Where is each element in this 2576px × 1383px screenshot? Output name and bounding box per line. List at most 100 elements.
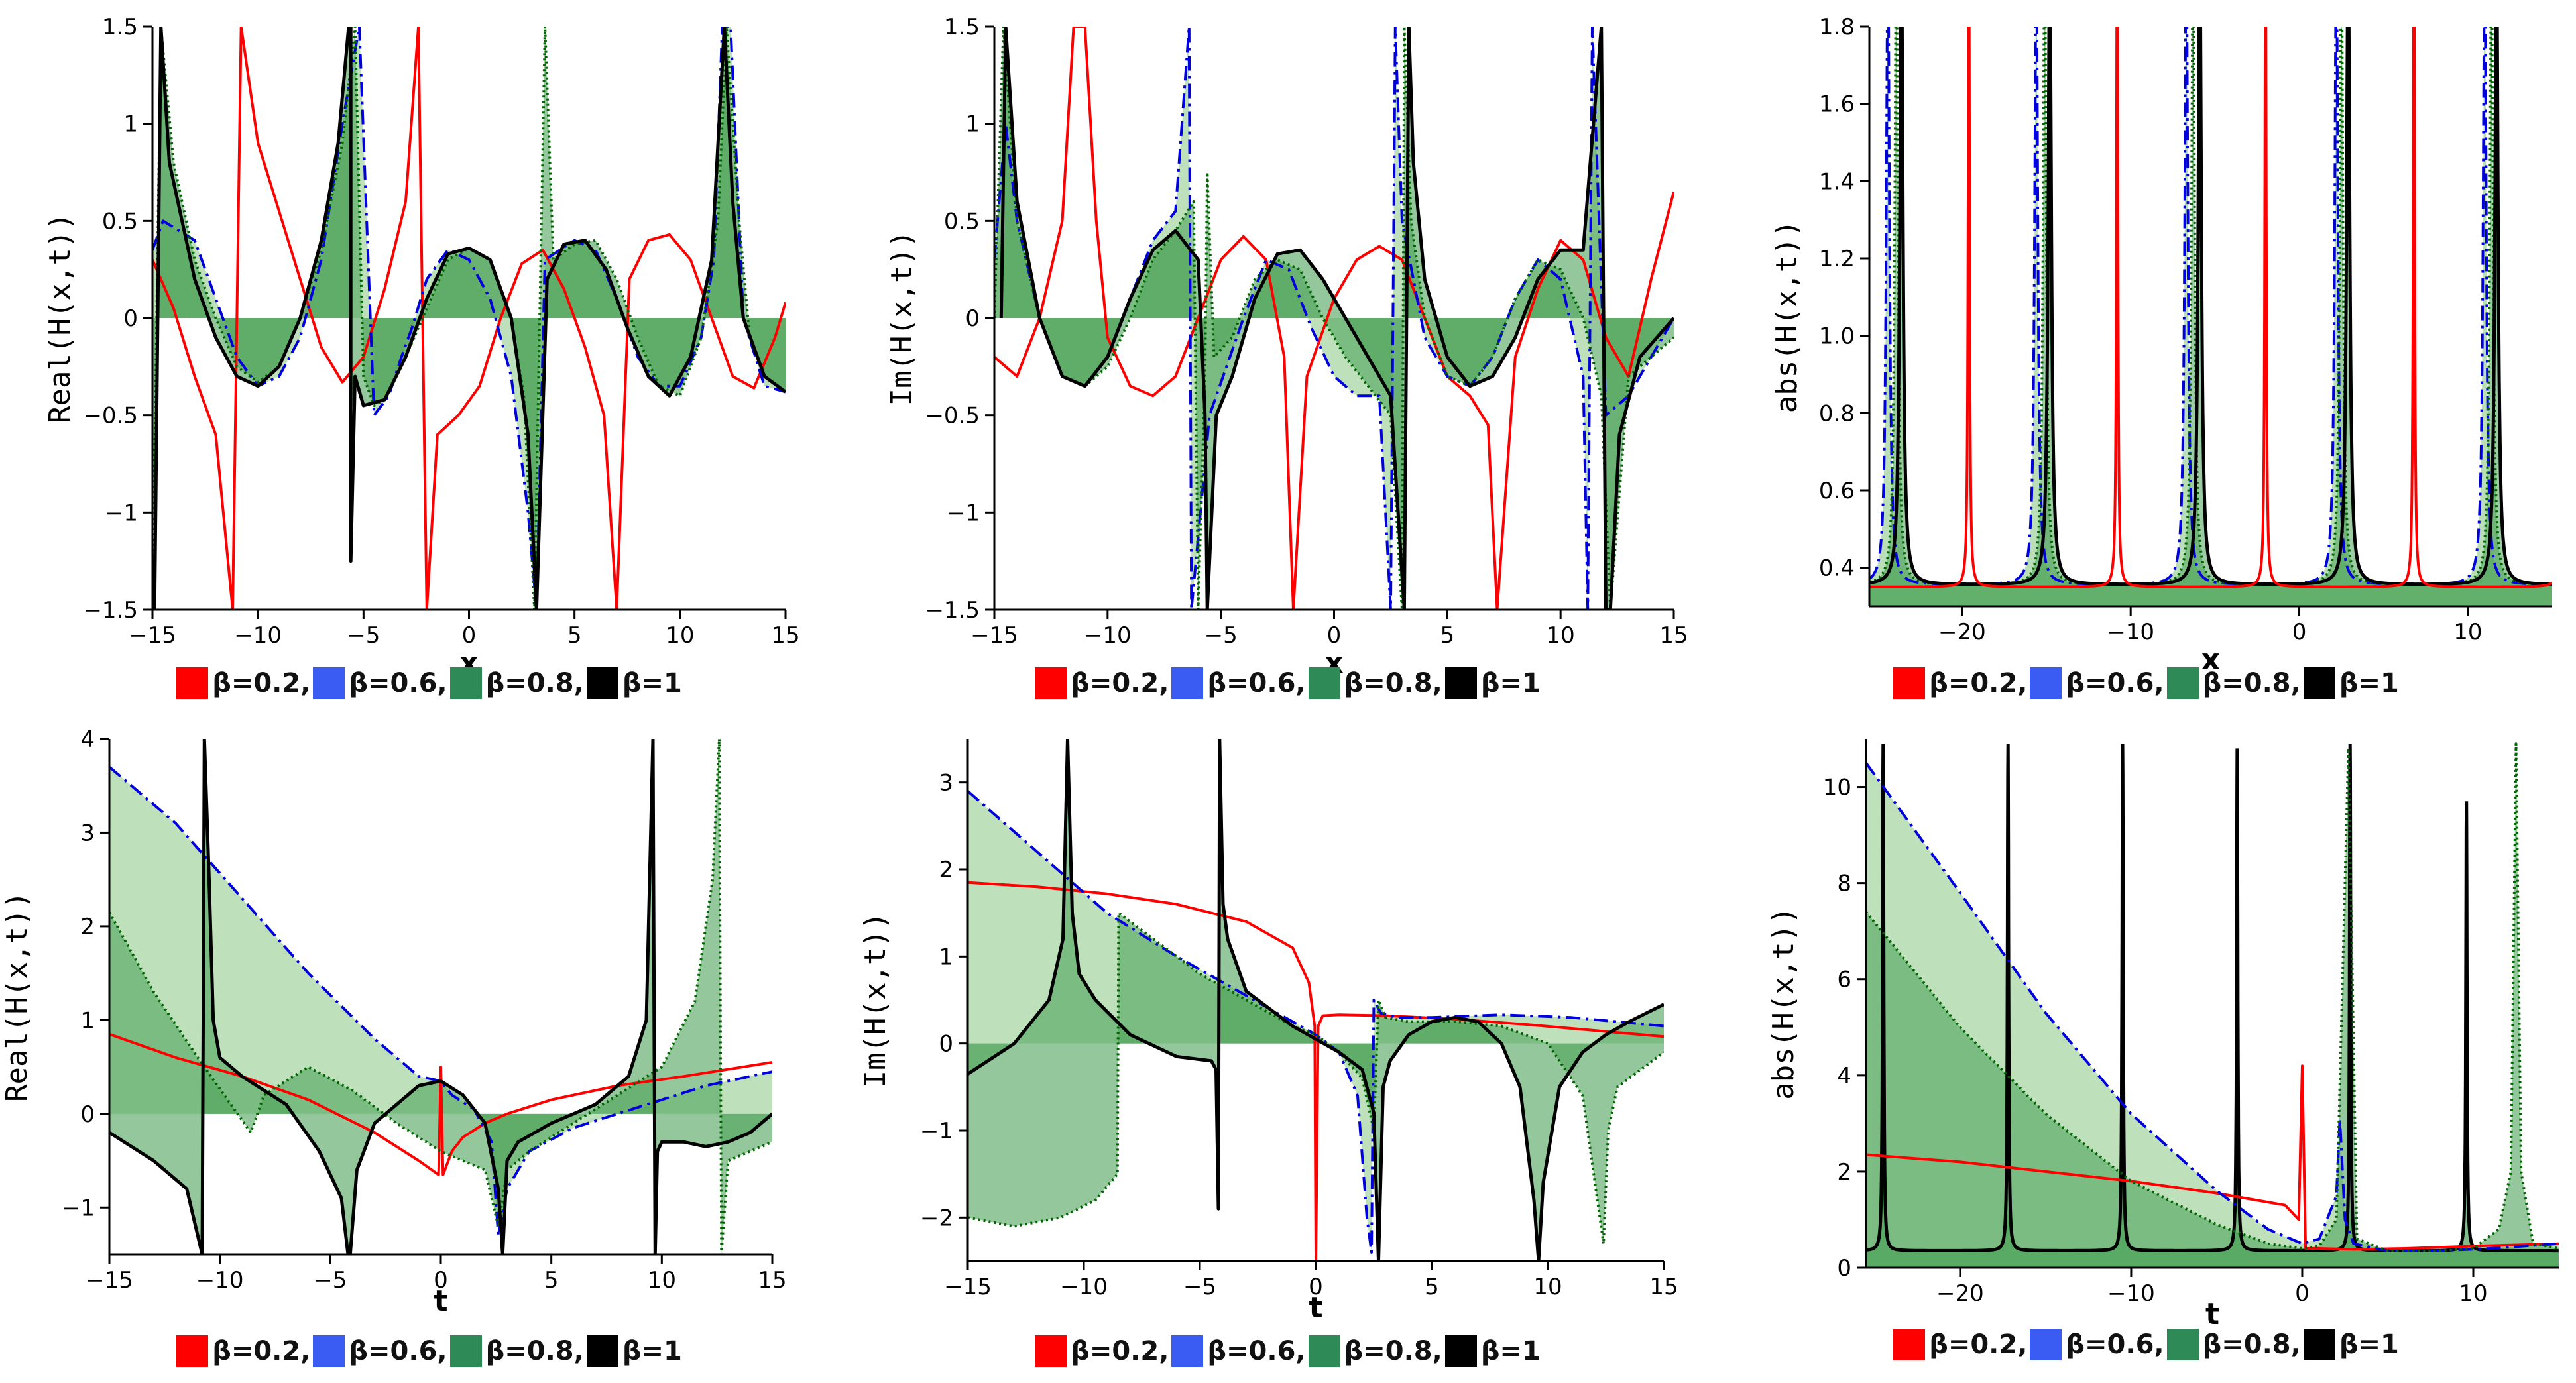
legend-label: β=0.6, — [2066, 667, 2164, 698]
x-tick-label: 5 — [1440, 622, 1455, 649]
x-tick-label: −5 — [1183, 1274, 1216, 1300]
y-tick-label: 0.5 — [102, 208, 138, 235]
y-tick-label: 0 — [965, 305, 980, 332]
legend-swatch — [1893, 667, 1926, 699]
y-tick-label: −2 — [920, 1205, 953, 1231]
legend-label: β=0.6, — [1207, 1335, 1306, 1366]
legend-label: β=0.2, — [1071, 667, 1169, 698]
legend-label: β=0.8, — [485, 667, 584, 698]
plot-area — [1869, 27, 2552, 606]
x-tick-label: −20 — [1938, 619, 1986, 645]
chart-abs-vs-x: −20 −10 0 10 0.4 0.6 0.8 1.0 1.2 1.4 1.6 1.8 x abs(H(… — [1770, 14, 2552, 677]
legend-label: β=0.8, — [1344, 667, 1442, 698]
legend-swatch — [586, 667, 618, 699]
legend-swatch — [449, 1335, 482, 1367]
y-axis-label: Real(H(x,t)) — [43, 213, 77, 423]
x-tick-label: −5 — [314, 1267, 347, 1294]
legend-label: β=0.2, — [212, 667, 311, 698]
x-tick-label: −10 — [1084, 622, 1132, 649]
y-tick-label: 0.8 — [1819, 400, 1855, 427]
x-tick-label: 0 — [1327, 622, 1342, 649]
x-tick-label: −10 — [234, 622, 282, 649]
x-tick-label: 15 — [1659, 622, 1688, 649]
legend-swatch — [2030, 667, 2062, 699]
legend-swatch — [1444, 1335, 1477, 1367]
plot-area — [968, 739, 1664, 1261]
legend-label: β=0.2, — [1071, 1335, 1169, 1366]
series-line-beta-0-8 — [994, 27, 1674, 610]
legend-label: β=0.6, — [349, 1335, 447, 1366]
y-tick-label: 0 — [123, 305, 138, 332]
legend-item-beta-0-6: β=0.6, — [1171, 1335, 1306, 1367]
panel-bottom-middle-imag-t: −15 −10 −5 0 5 10 15 −2 −1 0 1 2 3 t Im(H(x,t)) β=0.2,… — [858, 691, 1717, 1382]
x-tick-label: −15 — [944, 1274, 992, 1300]
series-line-beta-1 — [999, 27, 1674, 610]
legend-item-beta-0-6: β=0.6, — [313, 1335, 447, 1367]
x-axis-label: x — [2201, 643, 2220, 677]
y-tick-label: 3 — [80, 820, 95, 846]
series-fill-beta-1 — [154, 27, 786, 610]
legend-swatch — [1308, 667, 1340, 699]
legend-item-beta-0-8: β=0.8, — [2166, 667, 2301, 699]
y-tick-label: −1 — [105, 500, 138, 526]
series-fill-beta-0-8 — [1866, 744, 2559, 1268]
legend-item-beta-1: β=1 — [586, 1335, 682, 1367]
x-tick-label: −5 — [347, 622, 380, 649]
legend: β=0.2, β=0.6, β=0.8, β=1 — [1717, 666, 2575, 699]
legend-label: β=0.8, — [485, 1335, 584, 1366]
series-fill-beta-0-6 — [1869, 27, 2552, 606]
legend-label: β=1 — [2339, 1329, 2399, 1360]
series-line-beta-0-6 — [109, 765, 772, 1237]
legend-item-beta-0-2: β=0.2, — [1035, 667, 1169, 699]
legend-swatch — [176, 667, 209, 699]
legend-label: β=0.2, — [212, 1335, 311, 1366]
series-fill-beta-0-6 — [109, 767, 772, 1236]
y-tick-label: 0.5 — [944, 208, 980, 235]
x-tick-label: 10 — [648, 1267, 676, 1294]
x-tick-label: −20 — [1936, 1280, 1984, 1307]
y-tick-label: −1.5 — [925, 597, 980, 624]
x-tick-label: 5 — [544, 1267, 559, 1294]
x-tick-label: 10 — [1547, 622, 1575, 649]
x-tick-label: 10 — [666, 622, 694, 649]
y-axis-label: abs(H(x,t)) — [1770, 220, 1804, 413]
legend-swatch — [313, 1335, 345, 1367]
y-tick-label: 2 — [1837, 1159, 1851, 1186]
legend-item-beta-1: β=1 — [586, 667, 682, 699]
x-tick-label: 10 — [2459, 1280, 2487, 1307]
legend-item-beta-1: β=1 — [1444, 1335, 1541, 1367]
legend-swatch — [1171, 1335, 1204, 1367]
y-tick-label: 1.4 — [1819, 168, 1855, 195]
x-tick-label: −10 — [1060, 1274, 1108, 1300]
y-tick-label: −1 — [947, 500, 980, 526]
legend-swatch — [586, 1335, 618, 1367]
legend-label: β=1 — [622, 1335, 682, 1366]
x-axis-label: t — [1309, 1291, 1322, 1325]
x-tick-label: 5 — [1425, 1274, 1439, 1300]
legend-label: β=0.2, — [1929, 1329, 2028, 1360]
legend-swatch — [2303, 667, 2335, 699]
panel-bottom-left-real-t: −15 −10 −5 0 5 10 15 −1 0 1 2 3 4 t Real(H(x,t)) β=0.2… — [0, 691, 858, 1382]
series-line-beta-0-2 — [109, 1032, 772, 1176]
series-line-beta-0-8 — [109, 739, 772, 1254]
legend: β=0.2, β=0.6, β=0.8, β=1 — [858, 666, 1717, 699]
y-tick-label: 0.6 — [1819, 478, 1855, 504]
chart-real-vs-x: −15 −10 −5 0 5 10 15−1.5−1−0.500.511.5xReal(H(… — [43, 14, 800, 680]
legend-label: β=0.8, — [2202, 1329, 2301, 1360]
y-tick-label: 1.8 — [1819, 14, 1855, 40]
x-tick-label: 15 — [771, 622, 799, 649]
legend-item-beta-0-2: β=0.2, — [1035, 1335, 1169, 1367]
legend-item-beta-0-8: β=0.8, — [1308, 667, 1442, 699]
legend-swatch — [1171, 667, 1204, 699]
legend-item-beta-0-8: β=0.8, — [1308, 1335, 1442, 1367]
series-line-beta-1 — [968, 739, 1664, 1261]
chart-imag-vs-x: −15 −10 −5 0 5 10 15−1.5−1−0.500.511.5xIm(H(x,… — [885, 14, 1688, 680]
y-tick-label: 1 — [939, 944, 953, 970]
x-tick-label: 10 — [2453, 619, 2482, 645]
panel-top-left-real-x: −15 −10 −5 0 5 10 15 −1.5 −1 −0.5 0 0.5 1 1.5 x Real(H(… — [0, 0, 858, 699]
y-tick-label: 1 — [123, 111, 138, 138]
y-axis-label: Im(H(x,t)) — [885, 231, 919, 406]
y-tick-label: 6 — [1837, 967, 1851, 993]
